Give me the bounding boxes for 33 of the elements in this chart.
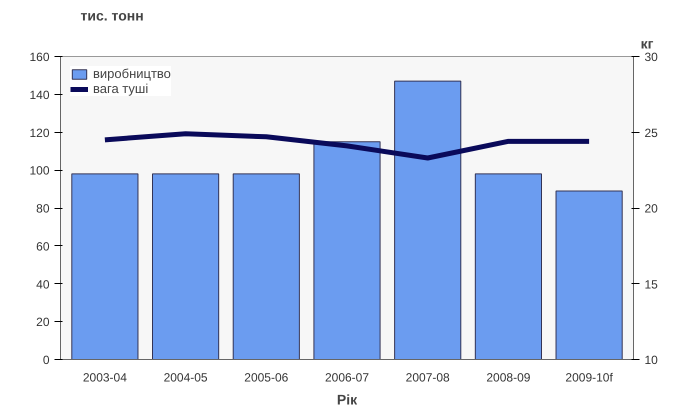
y2-tick-label: 15 xyxy=(644,277,658,292)
legend-label: вага туші xyxy=(93,81,148,96)
bar xyxy=(71,173,138,360)
x-axis-title: Рік xyxy=(336,392,358,408)
bar xyxy=(313,141,381,360)
y-tick-label: 40 xyxy=(36,277,50,292)
y2-tick-label: 20 xyxy=(644,202,658,216)
y2-tick-label: 30 xyxy=(644,50,658,64)
x-tick-label: 2004-05 xyxy=(164,370,208,384)
y-axis-title: тис. тонн xyxy=(80,8,144,24)
y2-tick-label: 10 xyxy=(644,353,658,367)
y-tick-label: 120 xyxy=(29,126,50,140)
x-tick-label: 2008-09 xyxy=(486,370,531,384)
bar xyxy=(152,173,220,360)
y-tick-label: 60 xyxy=(36,239,50,254)
x-tick-label: 2009-10f xyxy=(565,370,614,384)
bar xyxy=(556,190,623,360)
y-tick-label: 0 xyxy=(42,353,50,367)
bar xyxy=(394,80,462,360)
y2-axis-title: кг xyxy=(640,36,654,52)
x-tick-label: 2007-08 xyxy=(406,370,450,384)
y-tick-label: 140 xyxy=(29,88,50,102)
bar xyxy=(232,173,300,360)
x-tick-label: 2006-07 xyxy=(324,370,370,384)
x-tick-label: 2005-06 xyxy=(244,370,289,384)
legend-label: виробництво xyxy=(93,66,171,81)
x-tick-label: 2003-04 xyxy=(82,370,128,384)
y-tick-label: 160 xyxy=(29,50,50,64)
y2-tick-label: 25 xyxy=(644,126,658,140)
bar xyxy=(474,173,542,360)
y-tick-label: 20 xyxy=(36,315,50,330)
y-tick-label: 80 xyxy=(36,202,50,216)
y-tick-label: 100 xyxy=(29,164,50,178)
